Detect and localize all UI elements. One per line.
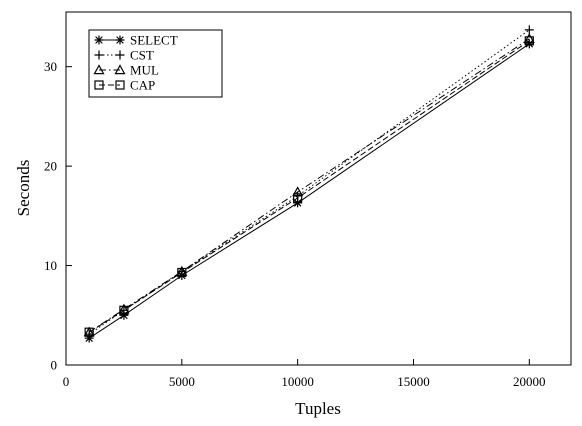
plot-area-frame [65, 11, 572, 366]
x-axis-title: Tuples [295, 399, 341, 418]
y-tick-label: 0 [51, 358, 58, 373]
point-cap [293, 193, 303, 203]
legend-frame [88, 29, 223, 98]
legend-label-mul: MUL [130, 63, 159, 78]
x-tick-label: 10000 [281, 374, 314, 389]
y-tick-label: 20 [44, 159, 57, 174]
x-tick-label: 0 [63, 374, 70, 389]
legend-marker-select [94, 35, 104, 45]
point-cst [524, 25, 534, 35]
legend-label-cst: CST [130, 48, 154, 63]
legend-label-select: SELECT [130, 33, 178, 48]
point-mul [292, 186, 304, 197]
x-tick-label: 15000 [397, 374, 430, 389]
legend-marker-cap [115, 80, 125, 90]
point-select [293, 198, 303, 208]
legend-marker-mul [93, 64, 105, 75]
series-line-mul [88, 38, 530, 333]
point-select [524, 39, 534, 49]
series-markers [83, 25, 535, 343]
point-cap [177, 267, 187, 278]
x-tick-label: 20000 [513, 374, 546, 389]
point-mul [523, 33, 535, 44]
point-cap [524, 36, 534, 46]
legend-marker-cap [94, 80, 104, 90]
point-select [119, 310, 129, 320]
point-cap [84, 327, 94, 337]
y-axis-title: Seconds [14, 160, 33, 217]
legend-marker-cst [94, 50, 104, 60]
x-tick-label: 5000 [169, 374, 195, 389]
legend-marker-cst [115, 50, 125, 60]
legend-marker-select [115, 35, 125, 45]
legend-label-cap: CAP [130, 78, 155, 93]
y-tick-label: 30 [44, 59, 57, 74]
point-mul [176, 265, 188, 276]
legend-marker-mul [114, 64, 126, 75]
point-mul [118, 303, 130, 314]
point-cap [119, 305, 129, 315]
y-tick-label: 10 [44, 258, 57, 273]
axis-ticks: 0 5000 10000 15000 20000 0 10 20 30 [44, 59, 546, 389]
